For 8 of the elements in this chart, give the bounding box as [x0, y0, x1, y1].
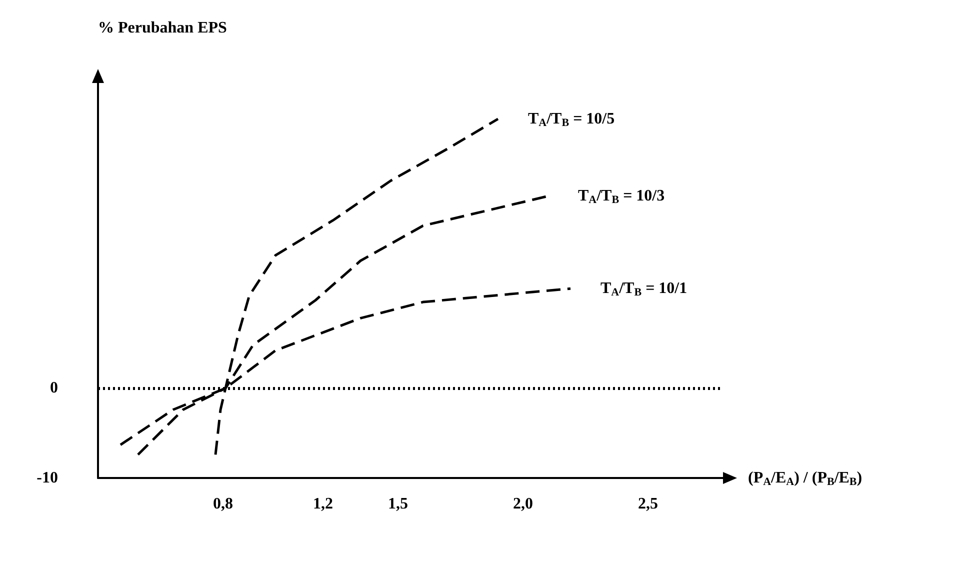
x-tick-label: 0,8: [213, 496, 233, 512]
x-tick-label: 2,5: [638, 496, 658, 512]
y-tick-label: 0: [50, 380, 58, 397]
y-axis-title: % Perubahan EPS: [98, 20, 228, 36]
x-tick-label: 1,5: [388, 496, 408, 512]
x-tick-label: 2,0: [513, 496, 533, 512]
x-tick-label: 1,2: [313, 496, 333, 512]
y-tick-label: -10: [36, 470, 58, 486]
